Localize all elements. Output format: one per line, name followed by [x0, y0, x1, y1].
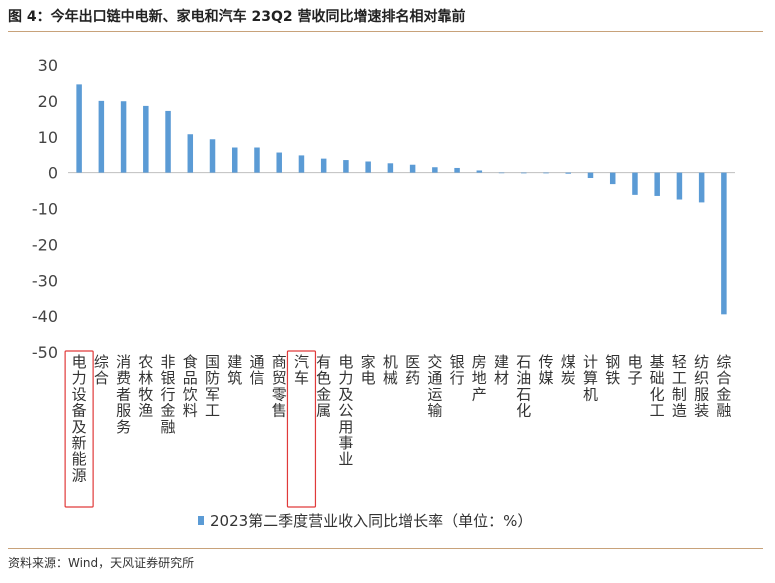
x-tick-label: 食品饮料	[183, 353, 198, 420]
y-tick-label: 30	[38, 56, 58, 75]
bar	[209, 139, 216, 173]
bar	[676, 172, 683, 200]
bar	[565, 172, 571, 174]
bars-group	[76, 84, 727, 315]
highlight-box	[286, 350, 317, 508]
legend-label: 2023第二季度营业收入同比增长率（单位：%）	[210, 512, 532, 530]
x-tick-label: 交通运输	[427, 353, 442, 420]
bar	[632, 172, 638, 195]
bar	[432, 167, 438, 173]
legend: 2023第二季度营业收入同比增长率（单位：%）	[198, 512, 532, 530]
bar	[543, 172, 549, 174]
y-tick-label: -20	[32, 235, 58, 254]
x-tick-label: 汽车	[294, 353, 309, 387]
legend-swatch	[198, 516, 204, 525]
y-tick-label: 0	[48, 164, 58, 183]
bar	[76, 84, 82, 173]
x-tick-label: 传媒	[539, 353, 554, 387]
x-tick-label: 基础化工	[650, 353, 665, 420]
source-note: 资料来源：Wind，天风证券研究所	[8, 556, 195, 570]
x-tick-label: 商贸零售	[272, 353, 287, 420]
bar	[276, 152, 282, 173]
highlight-boxes	[64, 350, 317, 508]
bar	[165, 110, 171, 173]
y-tick-label: 20	[38, 92, 58, 111]
bar	[143, 105, 149, 173]
x-tick-label: 综合金融	[716, 353, 731, 420]
bar	[320, 158, 327, 173]
x-tick-label: 通信	[249, 353, 264, 387]
bar	[254, 147, 260, 173]
x-tick-label: 石油石化	[516, 353, 531, 420]
y-tick-label: -50	[32, 343, 58, 362]
figure-title: 图 4：今年出口链中电新、家电和汽车 23Q2 营收同比增速排名相对靠前	[8, 9, 466, 25]
bar	[298, 155, 305, 173]
x-tick-label: 电力及公用事业	[338, 353, 353, 468]
highlight-box	[64, 350, 94, 508]
bar	[343, 160, 349, 173]
bar	[521, 172, 527, 174]
bar	[721, 172, 727, 315]
bar	[365, 161, 371, 173]
x-tick-label: 有色金属	[316, 353, 331, 420]
bar	[187, 134, 194, 173]
x-tick-label: 国防军工	[205, 353, 220, 420]
x-tick-label: 计算机	[583, 353, 598, 403]
x-tick-label: 银行	[450, 353, 465, 387]
x-tick-label: 家电	[361, 353, 376, 387]
x-tick-label: 建筑	[227, 353, 242, 387]
bar	[98, 100, 105, 173]
y-tick-label: 10	[38, 128, 58, 147]
x-tick-label: 农林牧渔	[138, 353, 153, 420]
x-tick-label: 建材	[494, 353, 509, 387]
x-tick-label: 消费者服务	[116, 353, 131, 436]
x-tick-label: 钢铁	[605, 353, 620, 387]
x-tick-label: 医药	[405, 353, 420, 387]
bar-chart: 30 20 10 0 -10 -20 -30 -40 -50 电力设备及新能源综合消费者服务农林…	[32, 56, 735, 530]
x-tick-label: 综合	[94, 353, 109, 387]
bar	[120, 101, 127, 173]
x-tick-labels: 电力设备及新能源综合消费者服务农林牧渔非银行金融食品饮料国防军工建筑通信商贸零售…	[72, 353, 732, 484]
bar	[476, 170, 483, 173]
bar	[654, 172, 660, 196]
x-tick-label: 电子	[627, 353, 642, 387]
y-tick-label: -30	[32, 271, 58, 290]
bar	[409, 164, 416, 173]
bar	[698, 172, 705, 203]
bar	[387, 163, 394, 173]
bar	[498, 172, 505, 174]
x-tick-label: 电力设备及新能源	[72, 353, 87, 484]
y-axis: 30 20 10 0 -10 -20 -30 -40 -50	[32, 56, 58, 362]
y-tick-label: -10	[32, 200, 58, 219]
y-tick-label: -40	[32, 307, 58, 326]
x-tick-label: 房地产	[472, 353, 487, 403]
top-rule	[8, 31, 763, 32]
bar	[232, 147, 238, 173]
x-tick-label: 非银行金融	[161, 353, 176, 436]
x-tick-label: 煤炭	[561, 353, 576, 387]
bar	[454, 167, 460, 173]
x-tick-label: 轻工制造	[672, 353, 687, 420]
bottom-rule	[8, 548, 763, 549]
bar	[587, 172, 594, 179]
bar	[609, 172, 616, 185]
x-tick-label: 机械	[383, 353, 398, 387]
x-tick-label: 纺织服装	[694, 353, 709, 420]
